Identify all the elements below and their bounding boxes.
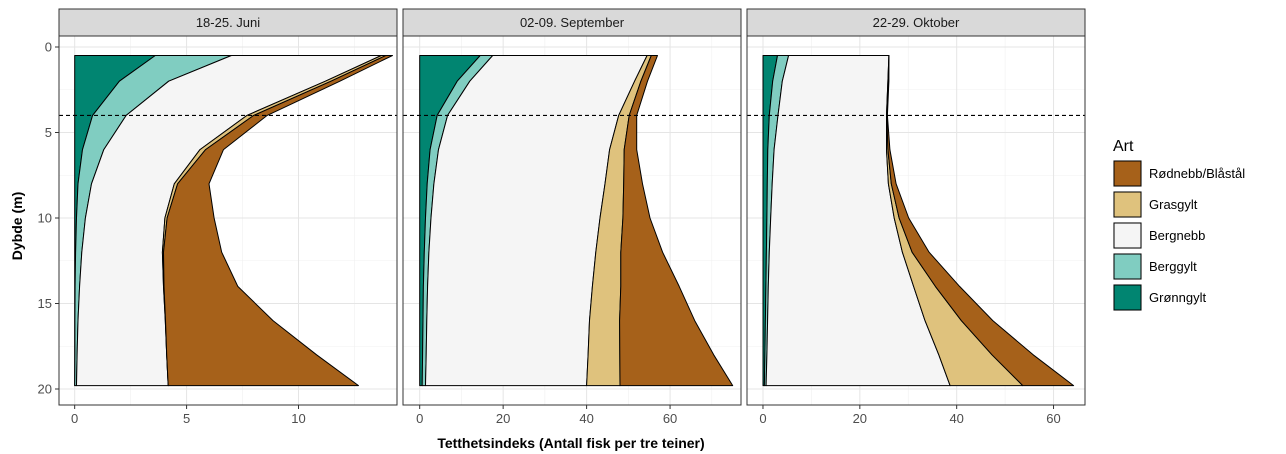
legend-swatch <box>1113 160 1142 187</box>
legend-item-gronngylt: Grønngylt <box>1113 284 1206 311</box>
legend-item-grasgylt: Grasgylt <box>1113 191 1198 218</box>
y-axis: 0 5 10 15 20 <box>38 40 59 397</box>
legend-swatch <box>1113 253 1142 280</box>
facet-strip-title: 22-29. Oktober <box>873 15 960 30</box>
facet-strip <box>746 8 1086 37</box>
area-rodnebb-blastal <box>619 55 734 387</box>
panel-1: 18-25. Juni 0 5 10 <box>58 8 398 426</box>
x-tick-label: 40 <box>579 411 593 426</box>
legend-item-berggylt: Berggylt <box>1113 253 1197 280</box>
area-rodnebb-blastal <box>163 55 393 387</box>
y-tick-label: 10 <box>38 211 52 226</box>
legend-label: Rødnebb/Blåstål <box>1149 166 1245 181</box>
x-tick-label: 20 <box>853 411 867 426</box>
legend-label: Grasgylt <box>1149 197 1198 212</box>
x-tick-label: 0 <box>416 411 423 426</box>
legend-item-bergnebb: Bergnebb <box>1113 222 1205 249</box>
x-tick-label: 0 <box>71 411 78 426</box>
legend-label: Berggylt <box>1149 259 1197 274</box>
legend-swatch <box>1113 284 1142 311</box>
x-tick-label: 0 <box>759 411 766 426</box>
facet-strip <box>402 8 742 37</box>
y-tick-label: 0 <box>45 40 52 55</box>
legend-item-rodnebb-blastal: Rødnebb/Blåstål <box>1113 160 1245 187</box>
x-axis: 0 20 40 60 <box>759 405 1061 426</box>
legend-label: Bergnebb <box>1149 228 1205 243</box>
facet-strip-title: 02-09. September <box>520 15 625 30</box>
x-axis-title: Tetthetsindeks (Antall fisk per tre tein… <box>437 435 704 451</box>
stacked-areas <box>762 55 1075 387</box>
area-rodnebb-blastal <box>886 55 1075 387</box>
y-axis-title: Dybde (m) <box>9 192 25 260</box>
panel-2: 02-09. September 0 20 40 60 <box>402 8 742 426</box>
legend: Art Rødnebb/Blåstål Grasgylt Bergnebb Bergg… <box>1113 138 1245 311</box>
x-tick-label: 5 <box>183 411 190 426</box>
y-tick-label: 5 <box>45 125 52 140</box>
x-tick-label: 60 <box>663 411 677 426</box>
legend-swatch <box>1113 191 1142 218</box>
panel-border <box>58 35 398 406</box>
x-tick-label: 20 <box>496 411 510 426</box>
legend-swatch <box>1113 222 1142 249</box>
facet-strip <box>58 8 398 37</box>
x-tick-label: 40 <box>949 411 963 426</box>
x-axis: 0 5 10 <box>71 405 306 426</box>
legend-title: Art <box>1113 138 1134 155</box>
legend-label: Grønngylt <box>1149 290 1206 305</box>
y-tick-label: 15 <box>38 296 52 311</box>
x-tick-label: 60 <box>1046 411 1060 426</box>
panel-border <box>746 35 1086 406</box>
stacked-areas <box>419 55 734 387</box>
x-axis: 0 20 40 60 <box>416 405 677 426</box>
stacked-areas <box>74 55 393 387</box>
panel-3: 22-29. Oktober 0 20 40 60 <box>746 8 1086 426</box>
facet-strip-title: 18-25. Juni <box>196 15 260 30</box>
panel-border <box>402 35 742 406</box>
x-tick-label: 10 <box>291 411 305 426</box>
y-tick-label: 20 <box>38 382 52 397</box>
